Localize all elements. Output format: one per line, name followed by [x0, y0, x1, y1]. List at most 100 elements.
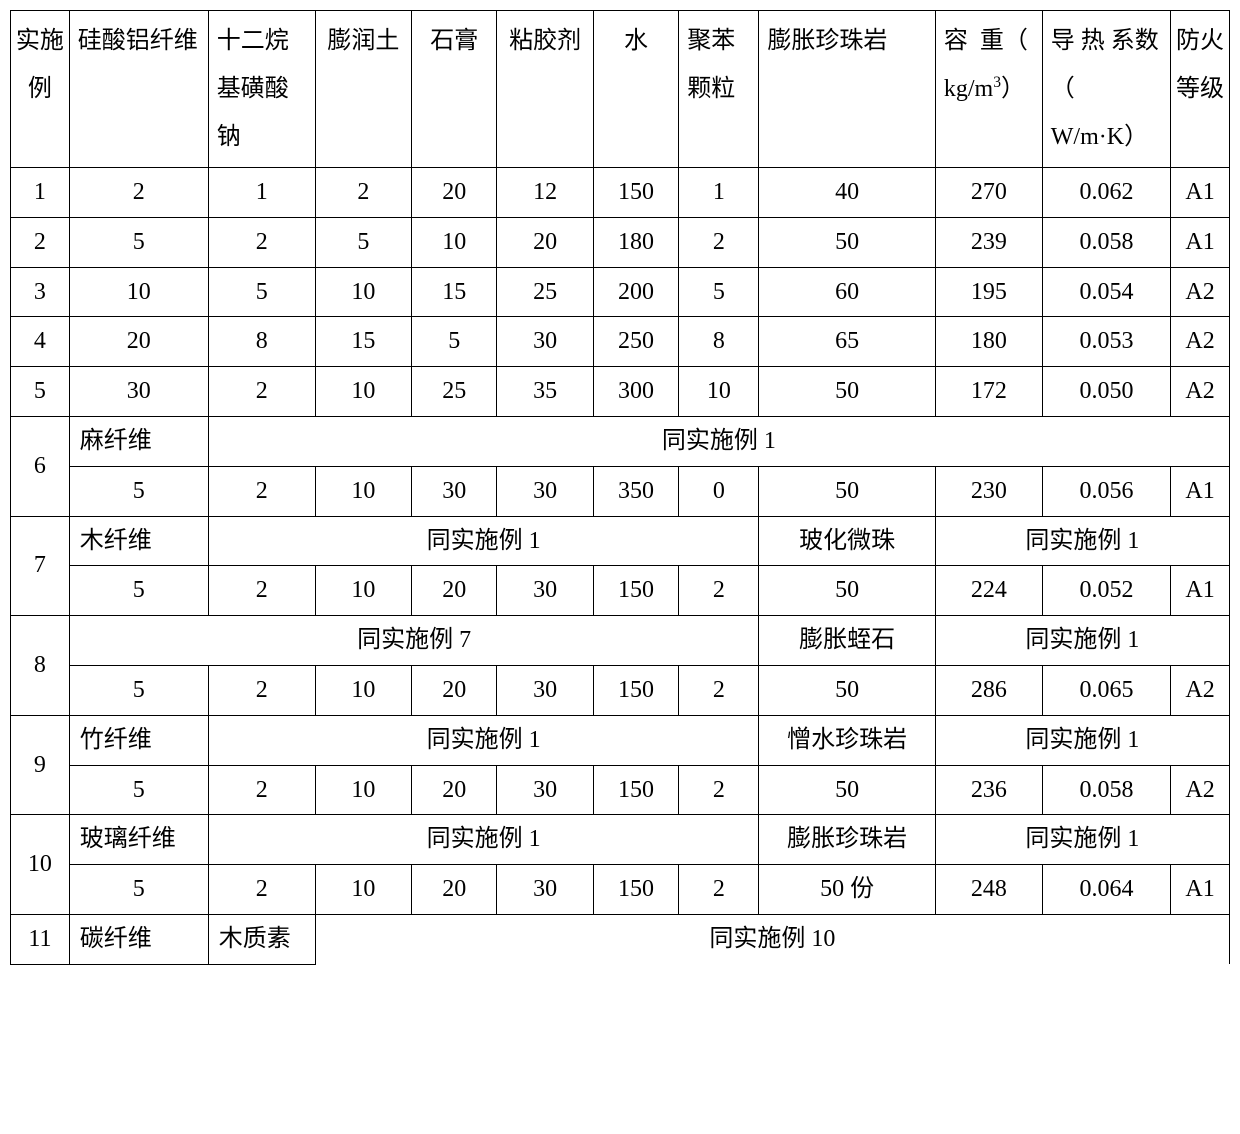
cell: 10 [315, 765, 411, 815]
cell: 65 [759, 317, 935, 367]
cell: 30 [411, 466, 497, 516]
cell-same-as: 同实施例 1 [208, 815, 759, 865]
cell: 1 [11, 168, 70, 218]
cell: 0.058 [1042, 217, 1170, 267]
cell: 8 [11, 616, 70, 716]
cell: 35 [497, 367, 593, 417]
cell: 0.050 [1042, 367, 1170, 417]
cell: 5 [315, 217, 411, 267]
cell: 11 [11, 914, 70, 964]
cell: A2 [1171, 367, 1230, 417]
cell: 20 [411, 168, 497, 218]
cell: A2 [1171, 317, 1230, 367]
cell: 172 [935, 367, 1042, 417]
hdr-eps: 聚苯颗粒 [679, 11, 759, 168]
cell-same-as: 同实施例 1 [935, 616, 1229, 666]
cell: 2 [679, 217, 759, 267]
cell: 150 [593, 765, 679, 815]
cell: 236 [935, 765, 1042, 815]
cell: 230 [935, 466, 1042, 516]
hdr-perlite: 膨胀珍珠岩 [759, 11, 935, 168]
cell: 60 [759, 267, 935, 317]
cell: A2 [1171, 267, 1230, 317]
materials-table: 实施例 硅酸铝纤维 十二烷基磺酸钠 膨润土 石膏 粘胶剂 水 聚苯颗粒 膨胀珍珠… [10, 10, 1230, 965]
cell: A2 [1171, 765, 1230, 815]
cell: 20 [411, 566, 497, 616]
cell-fiber-label: 木纤维 [69, 516, 208, 566]
cell: 0 [679, 466, 759, 516]
hdr-thermal: 导 热 系数（ W/m·K） [1042, 11, 1170, 168]
cell: 20 [69, 317, 208, 367]
cell: 10 [315, 267, 411, 317]
cell: 248 [935, 865, 1042, 915]
cell: A1 [1171, 217, 1230, 267]
header-row: 实施例 硅酸铝纤维 十二烷基磺酸钠 膨润土 石膏 粘胶剂 水 聚苯颗粒 膨胀珍珠… [11, 11, 1230, 168]
cell: 7 [11, 516, 70, 616]
cell: 10 [315, 665, 411, 715]
cell-same-as: 同实施例 1 [935, 715, 1229, 765]
cell: 10 [315, 865, 411, 915]
cell: 2 [315, 168, 411, 218]
cell-filler-label: 膨胀蛭石 [759, 616, 935, 666]
data-row-10b: 5 2 10 20 30 150 2 50 份 248 0.064 A1 [11, 865, 1230, 915]
cell: 20 [411, 865, 497, 915]
cell: 250 [593, 317, 679, 367]
cell: 2 [208, 865, 315, 915]
cell: 40 [759, 168, 935, 218]
cell: 2 [208, 566, 315, 616]
cell: 180 [935, 317, 1042, 367]
cell: 2 [679, 665, 759, 715]
cell: 239 [935, 217, 1042, 267]
cell: 10 [411, 217, 497, 267]
cell: 180 [593, 217, 679, 267]
cell: 2 [208, 466, 315, 516]
cell: 30 [497, 765, 593, 815]
cell: 5 [679, 267, 759, 317]
cell: 4 [11, 317, 70, 367]
cell: 50 [759, 367, 935, 417]
cell: 20 [411, 665, 497, 715]
cell: 2 [11, 217, 70, 267]
cell: 195 [935, 267, 1042, 317]
cell: 2 [208, 217, 315, 267]
cell: 5 [208, 267, 315, 317]
cell: 1 [208, 168, 315, 218]
cell: A1 [1171, 865, 1230, 915]
cell: 0.052 [1042, 566, 1170, 616]
cell: 12 [497, 168, 593, 218]
cell: 8 [679, 317, 759, 367]
cell: 30 [497, 317, 593, 367]
cell: 2 [679, 765, 759, 815]
cell: 50 [759, 765, 935, 815]
cell: 30 [69, 367, 208, 417]
data-row-5: 5 30 2 10 25 35 300 10 50 172 0.050 A2 [11, 367, 1230, 417]
data-row-7b: 5 2 10 20 30 150 2 50 224 0.052 A1 [11, 566, 1230, 616]
cell: 200 [593, 267, 679, 317]
cell: 270 [935, 168, 1042, 218]
cell: 150 [593, 665, 679, 715]
data-row-8b: 5 2 10 20 30 150 2 50 286 0.065 A2 [11, 665, 1230, 715]
cell: A1 [1171, 566, 1230, 616]
cell: 50 份 [759, 865, 935, 915]
cell: 5 [69, 865, 208, 915]
cell: 15 [315, 317, 411, 367]
hdr-bentonite: 膨润土 [315, 11, 411, 168]
cell: 5 [69, 765, 208, 815]
cell: 25 [497, 267, 593, 317]
hdr-density: 容 重（ kg/m3） [935, 11, 1042, 168]
cell: 0.053 [1042, 317, 1170, 367]
cell: 224 [935, 566, 1042, 616]
cell: 2 [679, 566, 759, 616]
cell: 50 [759, 217, 935, 267]
cell: 350 [593, 466, 679, 516]
cell: 50 [759, 665, 935, 715]
data-row-8a: 8 同实施例 7 膨胀蛭石 同实施例 1 [11, 616, 1230, 666]
data-row-9a: 9 竹纤维 同实施例 1 憎水珍珠岩 同实施例 1 [11, 715, 1230, 765]
cell: 5 [69, 665, 208, 715]
cell-fiber-label: 麻纤维 [69, 416, 208, 466]
cell: 10 [679, 367, 759, 417]
cell-filler-label: 膨胀珍珠岩 [759, 815, 935, 865]
cell: 20 [411, 765, 497, 815]
cell: 2 [208, 765, 315, 815]
cell: 286 [935, 665, 1042, 715]
